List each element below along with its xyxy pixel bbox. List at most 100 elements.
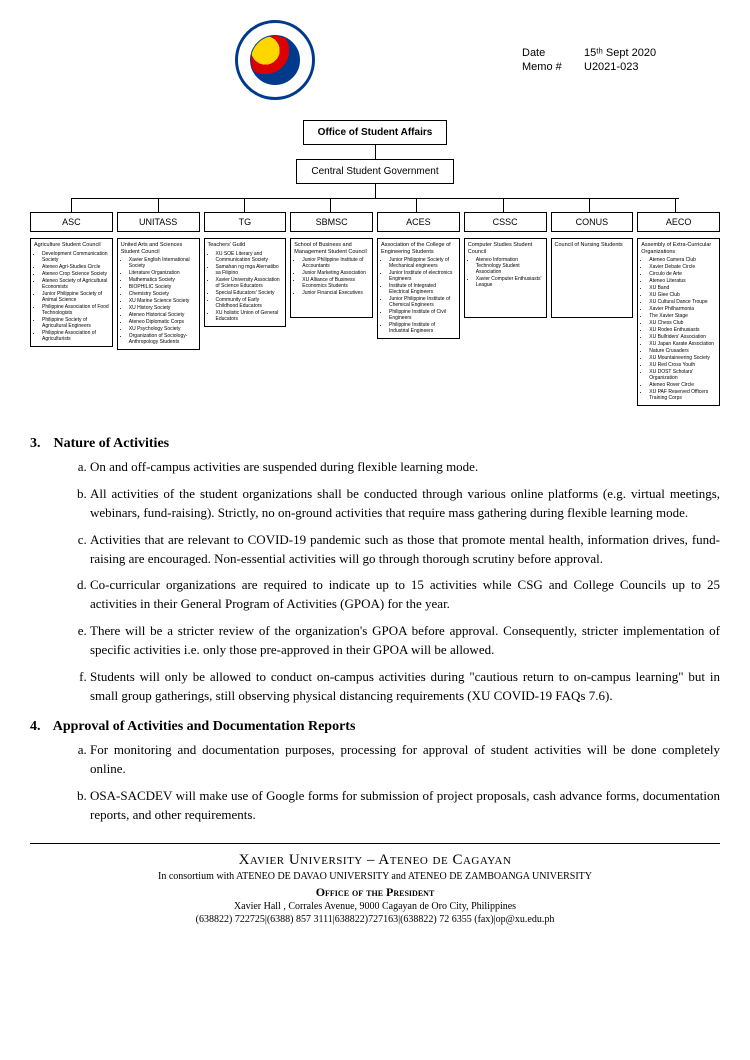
org-column-item: The Xavier Stage xyxy=(649,313,716,319)
section-4-list: For monitoring and documentation purpose… xyxy=(30,741,720,824)
org-column-item: Chemistry Society xyxy=(129,291,196,297)
org-columns-row: ASC Agriculture Student Council Developmen… xyxy=(30,212,720,406)
date-value: 15ᵗʰ Sept 2020 xyxy=(584,47,662,59)
org-column-code: SBMSC xyxy=(290,212,373,232)
section-list-item: There will be a stricter review of the o… xyxy=(90,622,720,660)
org-column-item: Ateneo Crop Science Society xyxy=(42,271,109,277)
org-column-item: Development Communication Society xyxy=(42,251,109,263)
org-column-item: BIOPHILIC Society xyxy=(129,284,196,290)
org-column: UNITASS United Arts and Sciences Student … xyxy=(117,212,200,406)
org-column-detail: Agriculture Student Council Development C… xyxy=(30,238,113,347)
org-column: ACES Association of the College of Engine… xyxy=(377,212,460,406)
org-column-item: Ateneo Rover Circle xyxy=(649,382,716,388)
org-column-item: Junior Marketing Association xyxy=(302,270,369,276)
org-column-detail: Assembly of Extra-Curricular Organizatio… xyxy=(637,238,720,406)
page-header: Date 15ᵗʰ Sept 2020 Memo # U2021-023 xyxy=(30,20,720,100)
logo-container xyxy=(30,20,520,100)
org-column-item-list: XU SOE Literary and Communication Societ… xyxy=(208,251,283,322)
org-column-item: XU Band xyxy=(649,285,716,291)
org-column-detail: Computer Studies Student Council Ateneo I… xyxy=(464,238,547,318)
footer-university-name: Xavier University – Ateneo de Cagayan xyxy=(30,850,720,870)
org-column-item: XU holistic Union of General Educators xyxy=(216,310,283,322)
org-column-code: UNITASS xyxy=(117,212,200,232)
org-column-item: Ateneo Camera Club xyxy=(649,257,716,263)
org-column-item: XU History Society xyxy=(129,305,196,311)
org-column-item: XU PAF Reserved Officers Training Corps xyxy=(649,389,716,401)
section-4-number: 4. xyxy=(30,719,50,735)
org-column-item: Xavier Computer Enthusiasts' League xyxy=(476,276,543,288)
org-column-code: TG xyxy=(204,212,287,232)
org-column-detail: Association of the College of Engineerin… xyxy=(377,238,460,339)
org-column-item: Samahan ng mga Alernatibo sa Filipino xyxy=(216,264,283,276)
org-column-item: Organization of Sociology-Anthropology S… xyxy=(129,333,196,345)
org-column-code: CONUS xyxy=(551,212,634,232)
section-3-number: 3. xyxy=(30,436,50,452)
section-list-item: Activities that are relevant to COVID-19… xyxy=(90,531,720,569)
org-column: AECO Assembly of Extra-Curricular Organiz… xyxy=(637,212,720,406)
org-column-code: ACES xyxy=(377,212,460,232)
footer-consortium: In consortium with ATENEO DE DAVAO UNIVE… xyxy=(30,870,720,884)
org-column-item: Ateneo Diplomatic Corps xyxy=(129,319,196,325)
org-column-item: XU Psychology Society xyxy=(129,326,196,332)
org-column-item: Junior Philippine Society of Animal Scie… xyxy=(42,291,109,303)
org-column-item: Junior Financial Executives xyxy=(302,290,369,296)
org-column-title: Assembly of Extra-Curricular Organizatio… xyxy=(641,242,716,255)
org-column-item: Institute of Integrated Electrical Engin… xyxy=(389,283,456,295)
memo-number-value: U2021-023 xyxy=(584,61,662,73)
org-chart: Office of Student Affairs Central Studen… xyxy=(30,120,720,406)
org-column-title: Computer Studies Student Council xyxy=(468,242,543,255)
org-column-item: XU Glee Club xyxy=(649,292,716,298)
footer-address: Xavier Hall , Corrales Avenue, 9000 Caga… xyxy=(30,900,720,914)
org-column-item: Ateneo Literatus xyxy=(649,278,716,284)
org-column-detail: United Arts and Sciences Student Council… xyxy=(117,238,200,350)
section-list-item: Co-curricular organizations are required… xyxy=(90,576,720,614)
section-approval-activities: 4. Approval of Activities and Documentat… xyxy=(30,719,720,824)
footer-office: Office of the President xyxy=(30,884,720,900)
org-column: ASC Agriculture Student Council Developmen… xyxy=(30,212,113,406)
org-column-item: Xavier University Association of Science… xyxy=(216,277,283,289)
memo-metadata: Date 15ᵗʰ Sept 2020 Memo # U2021-023 xyxy=(520,45,720,75)
org-column-item-list: Junior Philippine Society of Mechanical … xyxy=(381,257,456,334)
org-column-item: Community of Early Childhood Educators xyxy=(216,297,283,309)
org-column-item: Circulo de Arte xyxy=(649,271,716,277)
org-column-item: Junior Philippine Institute of Chemical … xyxy=(389,296,456,308)
org-column-code: AECO xyxy=(637,212,720,232)
org-column-title: School of Business and Management Studen… xyxy=(294,242,369,255)
org-column-item: XU Mountaineering Society xyxy=(649,355,716,361)
org-column-item: XU Alliance of Business Economics Studen… xyxy=(302,277,369,289)
org-column-item: Ateneo Agri-Studies Circle xyxy=(42,264,109,270)
org-column-title: Agriculture Student Council xyxy=(34,242,109,249)
org-column-item-list: Ateneo Information Technology Student As… xyxy=(468,257,543,288)
org-column: CSSCComputer Studies Student CouncilAten… xyxy=(464,212,547,406)
section-list-item: On and off-campus activities are suspend… xyxy=(90,458,720,477)
footer-divider xyxy=(30,843,720,844)
org-column-item: Nature Crusaders xyxy=(649,348,716,354)
org-column: SBMSC School of Business and Management S… xyxy=(290,212,373,406)
org-column-item: XU SOE Literary and Communication Societ… xyxy=(216,251,283,263)
org-column-item: Mathematics Society xyxy=(129,277,196,283)
org-column-detail: School of Business and Management Studen… xyxy=(290,238,373,318)
org-column-item: Philippine Institute of Civil Engineers xyxy=(389,309,456,321)
org-column-item-list: Junior Philippine Institute of Accountan… xyxy=(294,257,369,296)
org-column-detail: Council of Nursing Students xyxy=(551,238,634,318)
org-column-item: XU Cultural Dance Troupe xyxy=(649,299,716,305)
memo-number-label: Memo # xyxy=(522,61,582,73)
org-column-item: XU Japan Karate Association xyxy=(649,341,716,347)
org-level2-box: Central Student Government xyxy=(296,159,453,184)
org-column-item: XU Rodeo Enthusiasts xyxy=(649,327,716,333)
org-column-item: XU Chess Club xyxy=(649,320,716,326)
org-column-item: Xavier Philharmonia xyxy=(649,306,716,312)
org-column-title: Association of the College of Engineerin… xyxy=(381,242,456,255)
section-list-item: Students will only be allowed to conduct… xyxy=(90,668,720,706)
footer-contacts: (638822) 722725|(6388) 857 3111|638822)7… xyxy=(30,913,720,927)
section-list-item: OSA-SACDEV will make use of Google forms… xyxy=(90,787,720,825)
org-column-code: ASC xyxy=(30,212,113,232)
org-column-item: Xavier Debate Circle xyxy=(649,264,716,270)
org-column-item: Philippine Association of Food Technolog… xyxy=(42,304,109,316)
org-column-item: Ateneo Society of Agricultural Economist… xyxy=(42,278,109,290)
org-column-item: Philippine Society of Agricultural Engin… xyxy=(42,317,109,329)
org-column-item: Ateneo Historical Society xyxy=(129,312,196,318)
org-column-item: Philippine Institute of Industrial Engin… xyxy=(389,322,456,334)
org-column-item: XU Marine Science Society xyxy=(129,298,196,304)
section-nature-of-activities: 3. Nature of Activities On and off-campu… xyxy=(30,436,720,705)
